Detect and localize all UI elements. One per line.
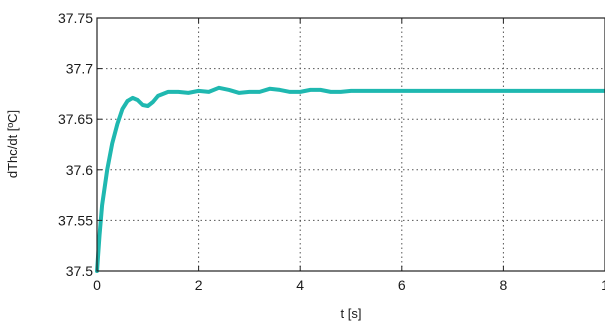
x-tick-label: 8 [500, 277, 508, 293]
series-line [95, 85, 605, 273]
y-tick-label: 37.65 [58, 111, 93, 127]
x-tick-label: 4 [296, 277, 304, 293]
x-tick-label: 1 [601, 277, 605, 293]
y-tick-label: 37.7 [66, 61, 93, 77]
x-tick-label: 2 [195, 277, 203, 293]
x-tick-label: 0 [93, 277, 101, 293]
grid-lines [97, 18, 605, 271]
x-axis: 0 2 4 6 8 1 [93, 18, 605, 293]
y-tick-label: 37.5 [66, 263, 93, 279]
x-tick-label: 6 [398, 277, 406, 293]
series-group [95, 85, 605, 273]
y-axis-label: dThc/dt [ºC] [5, 110, 20, 178]
y-axis: 37.5 37.55 37.6 37.65 37.7 37.75 [58, 10, 102, 279]
plot-area [97, 18, 605, 271]
x-axis-label: t [s] [341, 306, 362, 321]
plot-frame [96, 17, 605, 272]
y-tick-label: 37.55 [58, 212, 93, 228]
y-tick-label: 37.6 [66, 162, 93, 178]
y-tick-label: 37.75 [58, 10, 93, 26]
